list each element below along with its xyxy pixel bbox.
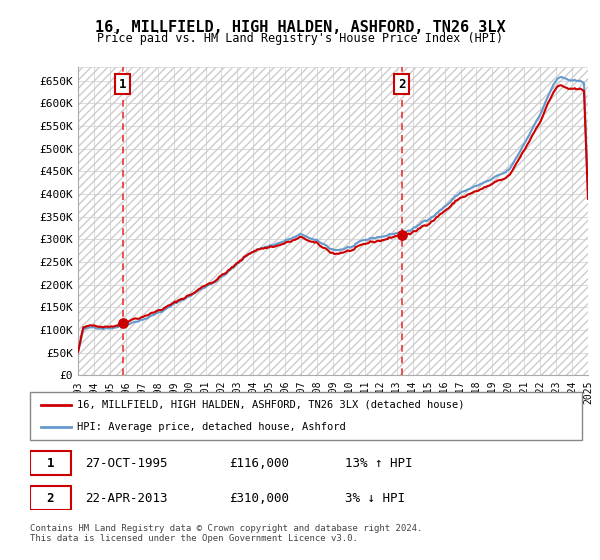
Point [397,230,406,239]
Text: £310,000: £310,000 [229,492,289,505]
Text: 3% ↓ HPI: 3% ↓ HPI [344,492,404,505]
Text: 2: 2 [398,78,406,91]
Text: HPI: Average price, detached house, Ashford: HPI: Average price, detached house, Ashf… [77,422,346,432]
Point [118,318,128,327]
Text: Contains HM Land Registry data © Crown copyright and database right 2024.
This d: Contains HM Land Registry data © Crown c… [30,524,422,543]
Text: £116,000: £116,000 [229,457,289,470]
Text: 1: 1 [119,78,127,91]
FancyBboxPatch shape [30,451,71,475]
Text: Price paid vs. HM Land Registry's House Price Index (HPI): Price paid vs. HM Land Registry's House … [97,32,503,45]
FancyBboxPatch shape [30,486,71,510]
Text: 27-OCT-1995: 27-OCT-1995 [85,457,168,470]
Text: 2: 2 [47,492,54,505]
Text: 22-APR-2013: 22-APR-2013 [85,492,168,505]
Text: 1: 1 [47,457,54,470]
FancyBboxPatch shape [30,392,582,440]
Text: 16, MILLFIELD, HIGH HALDEN, ASHFORD, TN26 3LX (detached house): 16, MILLFIELD, HIGH HALDEN, ASHFORD, TN2… [77,400,464,410]
Text: 16, MILLFIELD, HIGH HALDEN, ASHFORD, TN26 3LX: 16, MILLFIELD, HIGH HALDEN, ASHFORD, TN2… [95,20,505,35]
Text: 13% ↑ HPI: 13% ↑ HPI [344,457,412,470]
